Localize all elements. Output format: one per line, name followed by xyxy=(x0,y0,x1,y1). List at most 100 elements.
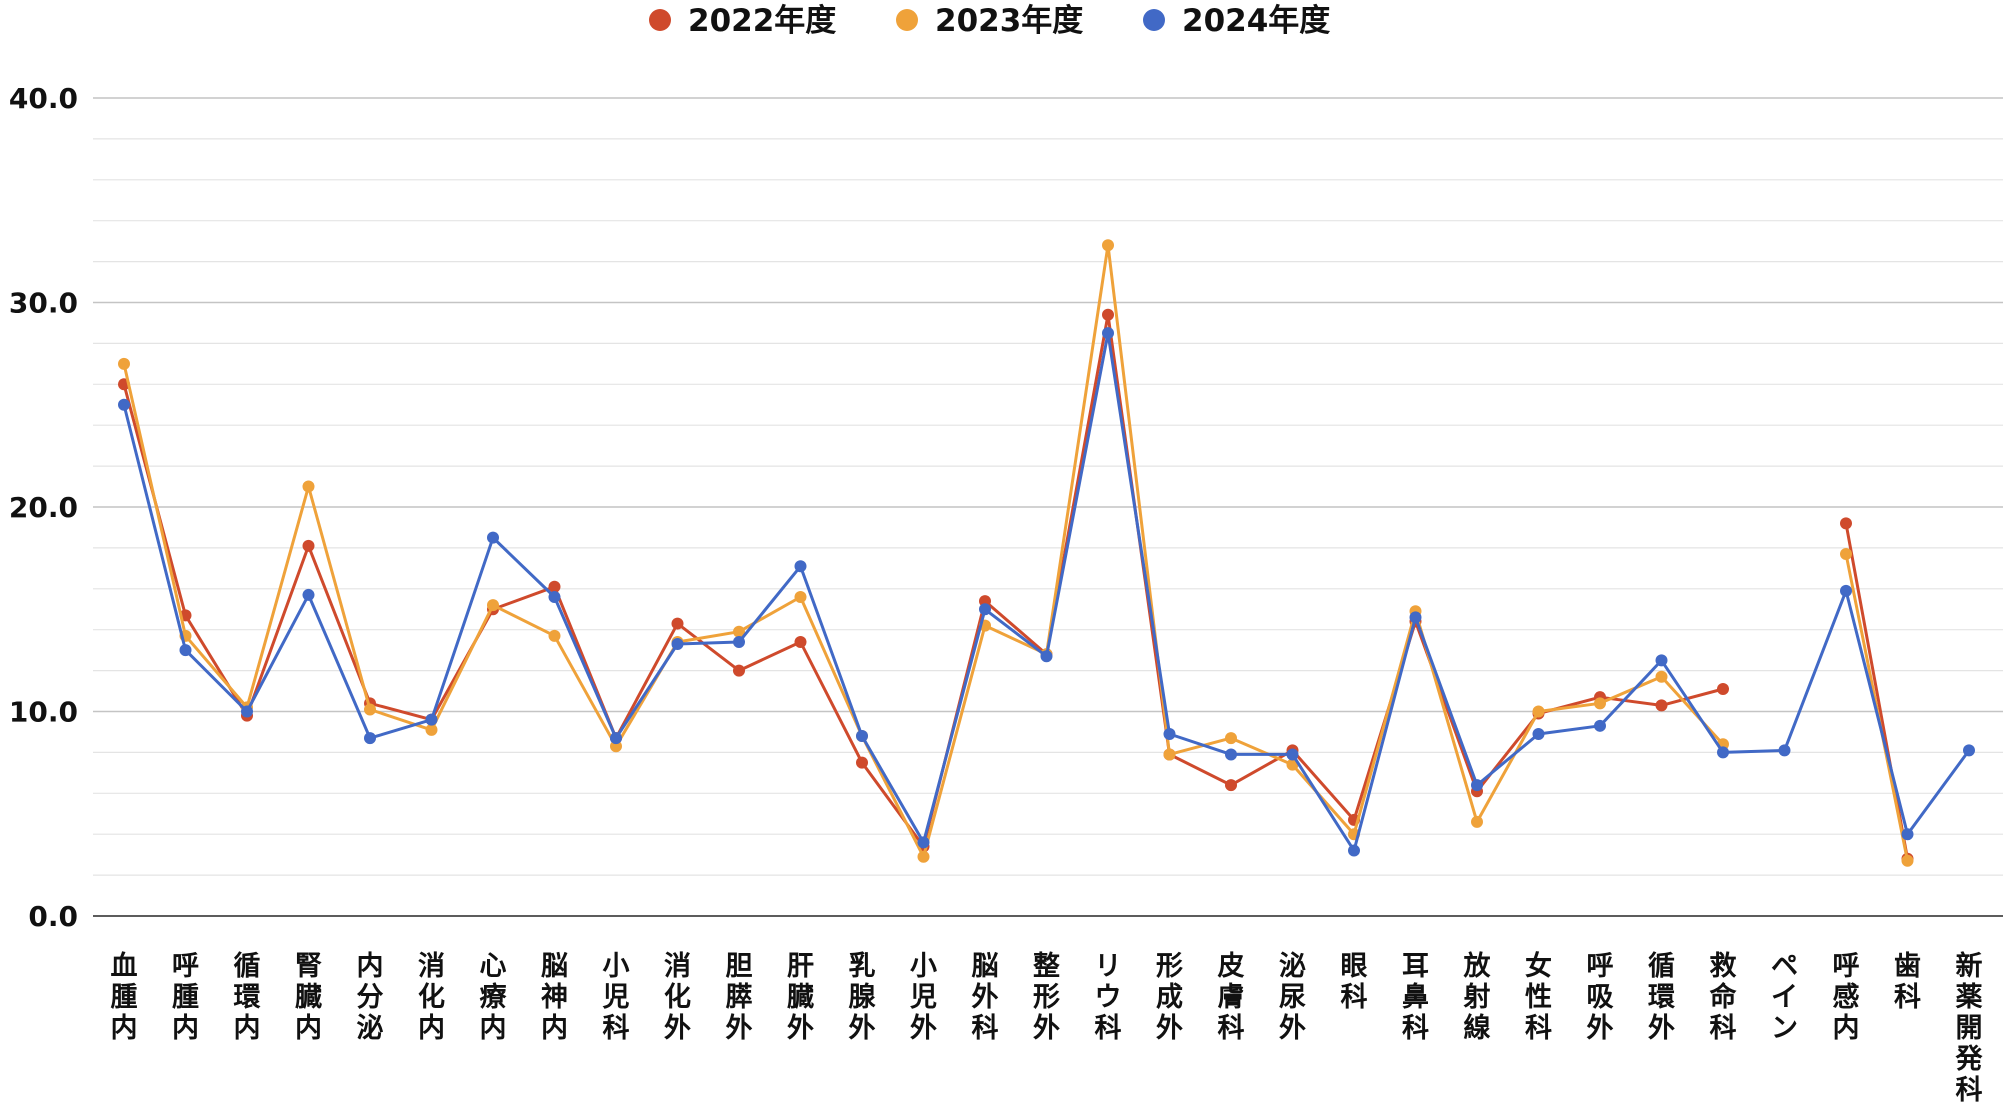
data-point xyxy=(794,560,807,573)
series-group xyxy=(118,308,1914,865)
x-tick-label: 皮膚科 xyxy=(1218,951,1245,1044)
x-tick-label: 整形外 xyxy=(1033,951,1060,1044)
data-point xyxy=(1840,548,1852,561)
data-point xyxy=(118,398,130,411)
data-point xyxy=(1163,748,1176,761)
data-point xyxy=(1225,732,1237,745)
x-tick-label: 消化外 xyxy=(664,951,691,1044)
data-point xyxy=(917,836,930,849)
series-group xyxy=(118,327,1975,857)
data-point xyxy=(1717,746,1729,759)
data-point xyxy=(1409,611,1422,624)
x-tick-label: 耳鼻科 xyxy=(1402,951,1429,1044)
data-point xyxy=(1102,327,1114,340)
x-tick-label: ペイン xyxy=(1771,951,1798,1044)
x-tick-label: 新薬開発科 xyxy=(1955,950,1984,1105)
data-point xyxy=(733,625,745,638)
data-point xyxy=(1840,584,1852,597)
data-point xyxy=(1532,705,1545,718)
legend-label: 2024年度 xyxy=(1182,3,1330,39)
data-point xyxy=(1901,854,1914,867)
data-point xyxy=(1655,670,1668,683)
data-point xyxy=(179,644,192,657)
data-point xyxy=(1225,779,1237,792)
y-tick-label: 10.0 xyxy=(9,696,78,729)
legend-marker xyxy=(1143,9,1165,31)
x-tick-label: 乳腺外 xyxy=(848,951,877,1044)
data-point xyxy=(118,357,130,370)
data-point xyxy=(856,730,868,743)
data-point xyxy=(1471,779,1483,792)
data-point xyxy=(1655,699,1668,712)
data-point xyxy=(671,638,684,651)
data-point xyxy=(1286,748,1299,761)
data-point xyxy=(1655,654,1668,667)
x-tick-label: 泌尿外 xyxy=(1279,951,1306,1044)
x-tick-label: 形成外 xyxy=(1156,951,1183,1044)
x-tick-label: 肝臓外 xyxy=(787,951,814,1044)
data-point xyxy=(1594,719,1606,732)
x-tick-label: 内分泌 xyxy=(357,951,384,1044)
x-tick-label: リウ科 xyxy=(1095,951,1122,1044)
data-point xyxy=(671,617,684,630)
x-tick-label: 心療内 xyxy=(480,951,508,1044)
data-point xyxy=(733,664,745,677)
series-line xyxy=(122,331,1971,853)
data-point xyxy=(487,599,499,612)
data-point xyxy=(1102,308,1114,321)
x-tick-label: 放射線 xyxy=(1463,950,1492,1044)
data-point xyxy=(1717,683,1729,696)
x-tick-label: 循環外 xyxy=(1648,951,1676,1044)
x-tick-label: 胆膵外 xyxy=(726,951,753,1044)
data-point xyxy=(302,539,315,552)
x-tick-label: 脳神内 xyxy=(540,951,568,1044)
x-tick-label: 消化内 xyxy=(418,951,445,1044)
x-tick-label: 血腫内 xyxy=(111,951,138,1044)
data-point xyxy=(1901,828,1914,841)
data-point xyxy=(794,635,807,648)
series-line xyxy=(122,243,1909,862)
data-point xyxy=(241,705,253,718)
legend-marker xyxy=(896,9,918,31)
series-line xyxy=(122,313,1909,859)
data-point xyxy=(1471,815,1483,828)
x-tick-label: 呼腫内 xyxy=(172,951,199,1044)
data-point xyxy=(1040,650,1053,663)
data-point xyxy=(794,590,807,603)
x-tick-label: 呼感内 xyxy=(1833,951,1860,1044)
data-point xyxy=(733,635,745,648)
data-point xyxy=(1532,727,1545,740)
x-tick-label: 歯科 xyxy=(1894,951,1921,1013)
data-point xyxy=(364,703,376,716)
y-tick-label: 30.0 xyxy=(9,287,78,320)
x-tick-label: 呼吸外 xyxy=(1587,951,1614,1044)
x-tick-label: 腎臓内 xyxy=(295,951,322,1044)
y-tick-label: 40.0 xyxy=(9,82,78,115)
y-tick-label: 0.0 xyxy=(28,900,78,933)
data-point xyxy=(1594,697,1606,710)
y-tick-label: 20.0 xyxy=(9,491,78,524)
data-point xyxy=(917,850,930,863)
legend-label: 2023年度 xyxy=(935,3,1083,39)
x-tick-label: 小児科 xyxy=(603,951,630,1044)
x-tick-label: 小児外 xyxy=(910,951,937,1044)
series-group xyxy=(118,239,1914,867)
legend-label: 2022年度 xyxy=(688,3,836,39)
data-point xyxy=(487,531,499,544)
data-point xyxy=(610,732,622,745)
data-point xyxy=(1163,727,1176,740)
x-tick-label: 循環内 xyxy=(234,951,262,1044)
data-point xyxy=(1102,239,1114,252)
x-tick-label: 脳外科 xyxy=(971,951,999,1044)
data-point xyxy=(548,629,561,642)
data-point xyxy=(548,590,561,603)
data-point xyxy=(856,756,868,769)
data-point xyxy=(1963,744,1975,757)
data-point xyxy=(425,713,438,726)
data-point xyxy=(1778,744,1791,757)
legend-marker xyxy=(649,9,671,31)
data-point xyxy=(302,480,315,493)
data-point xyxy=(1348,844,1360,857)
x-tick-label: 救命科 xyxy=(1710,951,1738,1044)
